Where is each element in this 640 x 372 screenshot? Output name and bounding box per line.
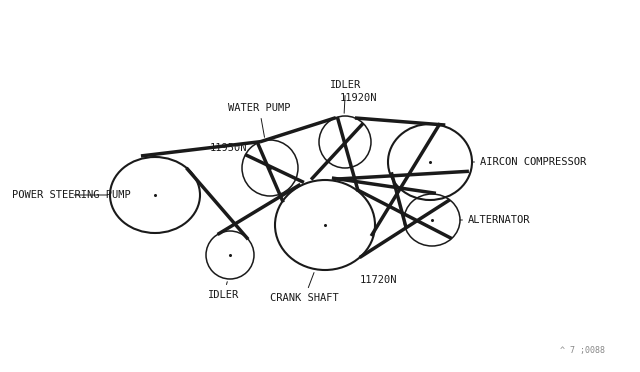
Text: ^ 7 ;0088: ^ 7 ;0088 xyxy=(560,346,605,355)
Text: ALTERNATOR: ALTERNATOR xyxy=(460,215,531,225)
Text: 11950N: 11950N xyxy=(210,143,248,153)
Text: AIRCON COMPRESSOR: AIRCON COMPRESSOR xyxy=(472,157,586,167)
Text: IDLER: IDLER xyxy=(208,282,239,300)
Text: POWER STEERING PUMP: POWER STEERING PUMP xyxy=(12,190,131,200)
Text: 11720N: 11720N xyxy=(360,275,397,285)
Text: 11920N: 11920N xyxy=(340,93,378,103)
Text: IDLER: IDLER xyxy=(330,80,361,113)
Text: WATER PUMP: WATER PUMP xyxy=(228,103,291,137)
Text: CRANK SHAFT: CRANK SHAFT xyxy=(270,273,339,303)
